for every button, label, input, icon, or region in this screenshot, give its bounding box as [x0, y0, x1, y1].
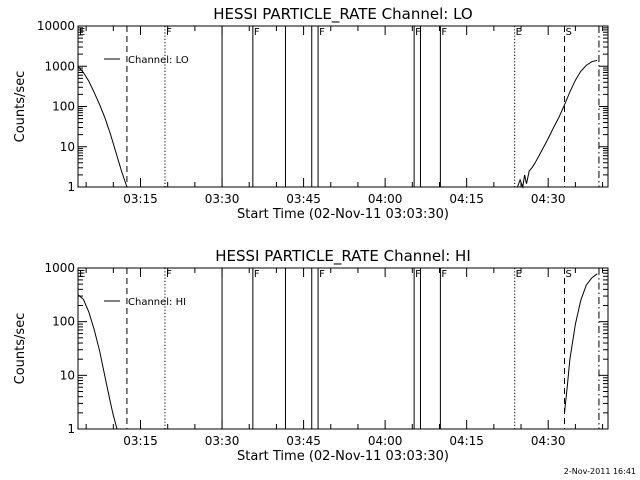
y-tick-label: 10 — [60, 140, 75, 154]
x-tick-label: 03:45 — [286, 434, 321, 448]
y-tick-label: 10000 — [37, 19, 75, 33]
legend-entry: Channel: LO — [128, 55, 189, 66]
y-tick-label: 10 — [60, 368, 75, 382]
event-label: E — [79, 27, 85, 38]
x-axis-label: Start Time (02-Nov-11 03:03:30) — [237, 207, 449, 222]
event-label: E — [79, 269, 85, 280]
x-tick-label: 03:30 — [205, 434, 240, 448]
event-label: F — [166, 269, 172, 280]
x-tick-label: 04:30 — [531, 192, 566, 206]
event-label: S — [566, 27, 572, 38]
x-tick-label: 03:15 — [123, 192, 158, 206]
plot-timestamp: 2-Nov-2011 16:41 — [564, 467, 636, 476]
event-label: F — [319, 27, 325, 38]
y-tick-label: 1 — [67, 422, 75, 436]
event-label: F — [415, 269, 421, 280]
event-label: E — [516, 27, 522, 38]
x-tick-label: 04:30 — [531, 434, 566, 448]
event-label: F — [441, 269, 447, 280]
event-label: F — [441, 27, 447, 38]
plot-frame — [77, 267, 609, 430]
chart-title: HESSI PARTICLE_RATE Channel: LO — [213, 5, 472, 24]
x-tick-label: 03:15 — [123, 434, 158, 448]
x-tick-label: 04:00 — [368, 192, 403, 206]
event-label: F — [254, 269, 260, 280]
y-tick-label: 1000 — [44, 261, 75, 275]
x-axis-label: Start Time (02-Nov-11 03:03:30) — [237, 449, 449, 464]
event-label: S — [566, 269, 572, 280]
series-line — [77, 65, 128, 188]
x-tick-label: 03:30 — [205, 192, 240, 206]
x-tick-label: 04:00 — [368, 434, 403, 448]
plot-frame — [77, 25, 609, 188]
panel-hi: HESSI PARTICLE_RATE Channel: HI 1 10 100 100… — [13, 247, 609, 464]
series-line — [564, 273, 598, 413]
y-axis-label: Counts/sec — [13, 71, 28, 143]
event-label: F — [319, 269, 325, 280]
x-tick-label: 04:15 — [449, 434, 484, 448]
y-tick-label: 100 — [52, 315, 75, 329]
y-axis-label: Counts/sec — [13, 313, 28, 385]
y-tick-label: 100 — [52, 100, 75, 114]
series-line — [77, 294, 118, 430]
event-label: F — [415, 27, 421, 38]
event-label: F — [254, 27, 260, 38]
chart-title: HESSI PARTICLE_RATE Channel: HI — [215, 247, 471, 266]
x-tick-label: 03:45 — [286, 192, 321, 206]
series-line — [516, 59, 598, 189]
legend-entry: Channel: HI — [128, 297, 186, 308]
event-label: E — [516, 269, 522, 280]
y-tick-label: 1000 — [44, 59, 75, 73]
y-tick-label: 1 — [67, 180, 75, 194]
event-label: F — [166, 27, 172, 38]
panel-lo: HESSI PARTICLE_RATE Channel: LO 1 10 100 100… — [13, 5, 609, 222]
x-tick-label: 04:15 — [449, 192, 484, 206]
